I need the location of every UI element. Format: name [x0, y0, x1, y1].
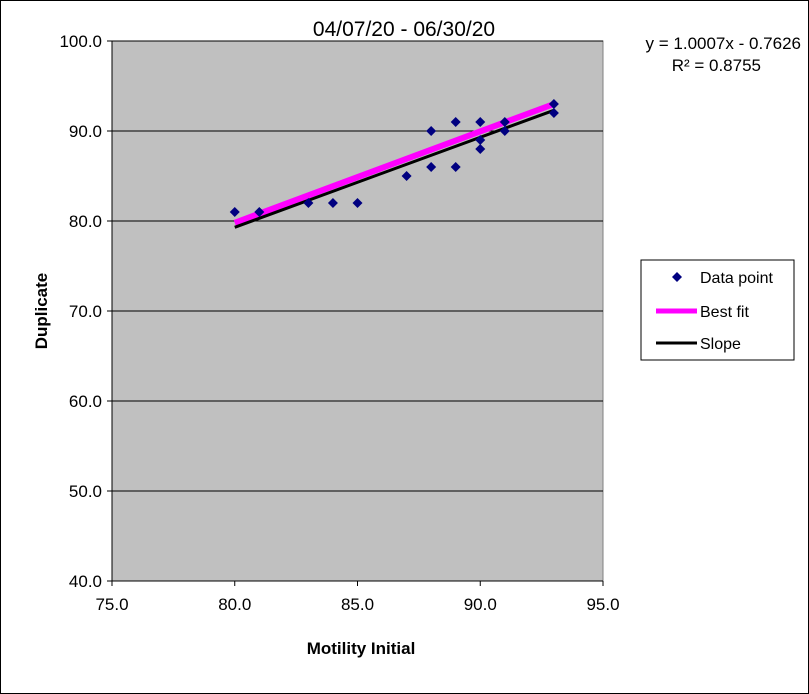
legend-diamond-marker [672, 272, 682, 282]
x-tick-label: 85.0 [341, 595, 374, 614]
data-point [548, 108, 559, 118]
data-point [450, 117, 461, 127]
x-tick-label: 90.0 [464, 595, 497, 614]
y-tick-label: 100.0 [59, 32, 102, 51]
y-tick-label: 80.0 [69, 212, 102, 231]
legend: Data point Best fit Slope [640, 259, 795, 361]
data-point [327, 198, 338, 208]
data-point [450, 162, 461, 172]
x-tick-label: 75.0 [95, 595, 128, 614]
y-tick-label: 60.0 [69, 392, 102, 411]
legend-label-best-fit: Best fit [700, 304, 749, 321]
data-point [303, 198, 314, 208]
series-lines [233, 101, 555, 229]
legend-label-data-point: Data point [700, 270, 773, 287]
y-axis-title: Duplicate [32, 273, 51, 350]
slope-line [234, 108, 555, 229]
chart-title: 04/07/20 - 06/30/20 [313, 18, 495, 41]
data-point [229, 207, 240, 217]
x-tick-label: 95.0 [586, 595, 619, 614]
x-tick-labels: 75.0 80.0 85.0 90.0 95.0 [95, 581, 620, 614]
x-tick-label: 80.0 [218, 595, 251, 614]
data-point [475, 135, 486, 145]
r-squared-label: R² = 0.8755 [672, 56, 761, 75]
trendline-equation: y = 1.0007x - 0.7626 [646, 34, 801, 53]
data-point [352, 198, 363, 208]
best-fit-line [233, 101, 555, 226]
data-point [254, 207, 265, 217]
x-axis-title: Motility Initial [307, 639, 416, 658]
data-point [426, 162, 437, 172]
data-point [548, 99, 559, 109]
y-tick-label: 70.0 [69, 302, 102, 321]
y-tick-label: 50.0 [69, 482, 102, 501]
y-tick-label: 40.0 [69, 572, 102, 591]
y-tick-label: 90.0 [69, 122, 102, 141]
data-point [401, 171, 412, 181]
data-points [229, 99, 559, 217]
gridlines [112, 40, 603, 492]
y-tick-labels: 40.0 50.0 60.0 70.0 80.0 90.0 100.0 [59, 32, 112, 591]
data-point [499, 126, 510, 136]
legend-label-slope: Slope [700, 336, 741, 353]
data-point [426, 126, 437, 136]
data-point [475, 117, 486, 127]
data-point [499, 117, 510, 127]
data-point [475, 144, 486, 154]
